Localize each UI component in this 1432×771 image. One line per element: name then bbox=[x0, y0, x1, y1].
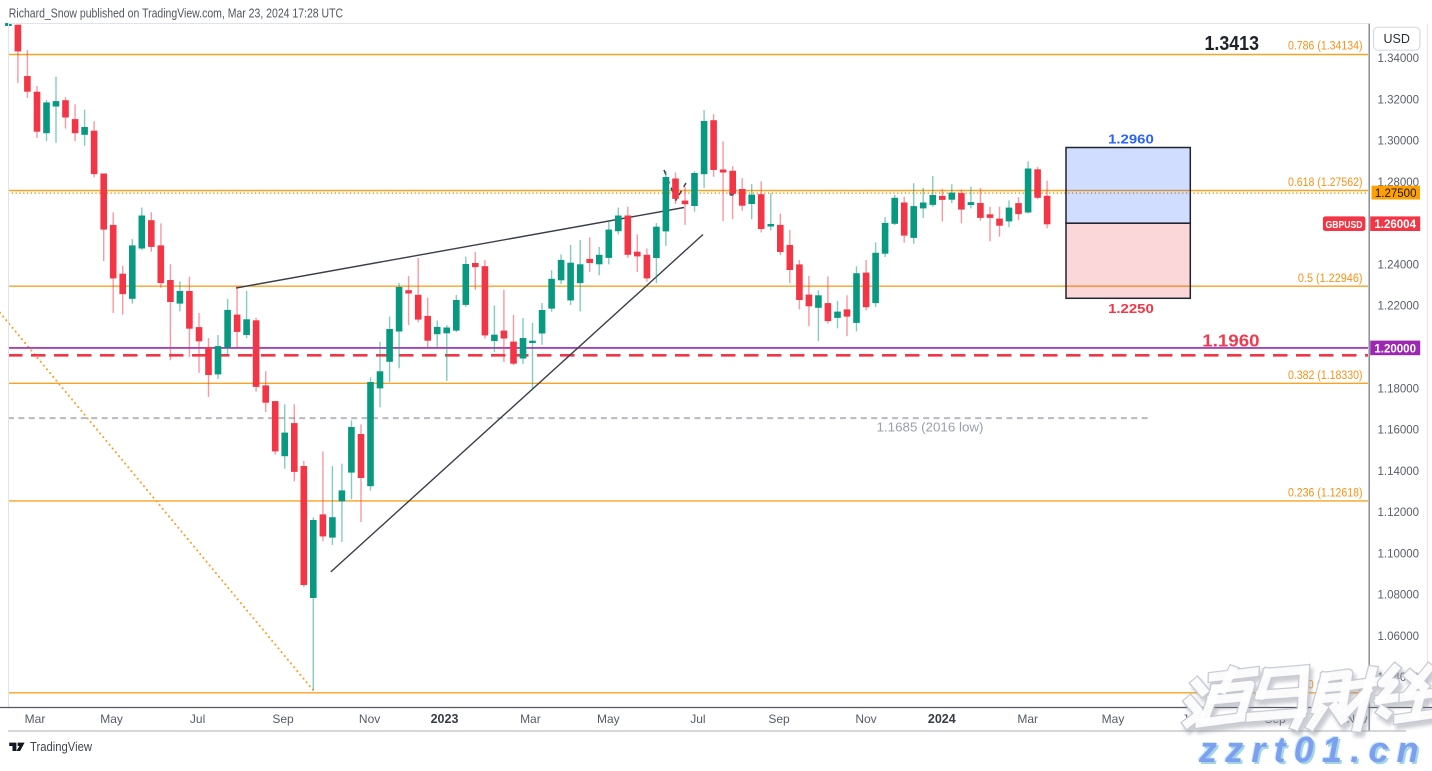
svg-text:1.10000: 1.10000 bbox=[1378, 548, 1420, 560]
svg-text:GBPUSD: GBPUSD bbox=[1326, 219, 1363, 231]
svg-text:1.24000: 1.24000 bbox=[1378, 260, 1420, 272]
svg-text:1.08000: 1.08000 bbox=[1378, 590, 1420, 602]
svg-text:1.1960: 1.1960 bbox=[1202, 331, 1259, 351]
svg-text:Sep: Sep bbox=[768, 712, 790, 726]
svg-text:Sep: Sep bbox=[272, 712, 294, 726]
svg-text:Nov: Nov bbox=[359, 712, 380, 726]
svg-text:0.786 (1.34134): 0.786 (1.34134) bbox=[1288, 41, 1363, 53]
svg-text:2024: 2024 bbox=[928, 712, 956, 726]
svg-text:1.20000: 1.20000 bbox=[1374, 343, 1416, 355]
svg-text:1.3413: 1.3413 bbox=[1205, 32, 1260, 55]
svg-text:Mar: Mar bbox=[25, 712, 46, 726]
svg-text:1.27500: 1.27500 bbox=[1375, 188, 1417, 200]
svg-text:1.34000: 1.34000 bbox=[1378, 53, 1420, 65]
svg-text:1.26004: 1.26004 bbox=[1374, 219, 1416, 231]
svg-text:Mar: Mar bbox=[520, 712, 541, 726]
svg-text:Mar: Mar bbox=[1017, 712, 1038, 726]
svg-text:1.32000: 1.32000 bbox=[1378, 94, 1420, 106]
svg-text:1.2960: 1.2960 bbox=[1108, 132, 1154, 147]
svg-text:1.16000: 1.16000 bbox=[1378, 425, 1420, 437]
svg-text:0.382 (1.18330): 0.382 (1.18330) bbox=[1288, 370, 1363, 382]
svg-text:1.1685 (2016 low): 1.1685 (2016 low) bbox=[877, 420, 984, 435]
svg-text:May: May bbox=[100, 712, 123, 726]
svg-text:1.06000: 1.06000 bbox=[1378, 631, 1420, 643]
svg-text:1.12000: 1.12000 bbox=[1378, 507, 1420, 519]
svg-text:May: May bbox=[1102, 712, 1125, 726]
svg-text:1.18000: 1.18000 bbox=[1378, 383, 1420, 395]
svg-text:Jul: Jul bbox=[190, 712, 205, 726]
svg-text:0.618 (1.27562): 0.618 (1.27562) bbox=[1288, 177, 1363, 189]
svg-text:May: May bbox=[597, 712, 620, 726]
svg-text:2023: 2023 bbox=[431, 712, 459, 726]
svg-text:1.22000: 1.22000 bbox=[1378, 301, 1420, 313]
svg-text:USD: USD bbox=[1383, 32, 1409, 46]
svg-text:Nov: Nov bbox=[855, 712, 876, 726]
svg-text:TradingView: TradingView bbox=[30, 739, 92, 754]
svg-text:Richard_Snow published on Trad: Richard_Snow published on TradingView.co… bbox=[9, 6, 343, 21]
svg-text:Jul: Jul bbox=[690, 712, 705, 726]
svg-text:0.5 (1.22946): 0.5 (1.22946) bbox=[1298, 273, 1363, 285]
svg-text:1.2250: 1.2250 bbox=[1108, 301, 1154, 316]
svg-text:1.30000: 1.30000 bbox=[1378, 136, 1420, 148]
svg-text:1.14000: 1.14000 bbox=[1378, 466, 1420, 478]
svg-text:0.236 (1.12618): 0.236 (1.12618) bbox=[1288, 487, 1363, 499]
